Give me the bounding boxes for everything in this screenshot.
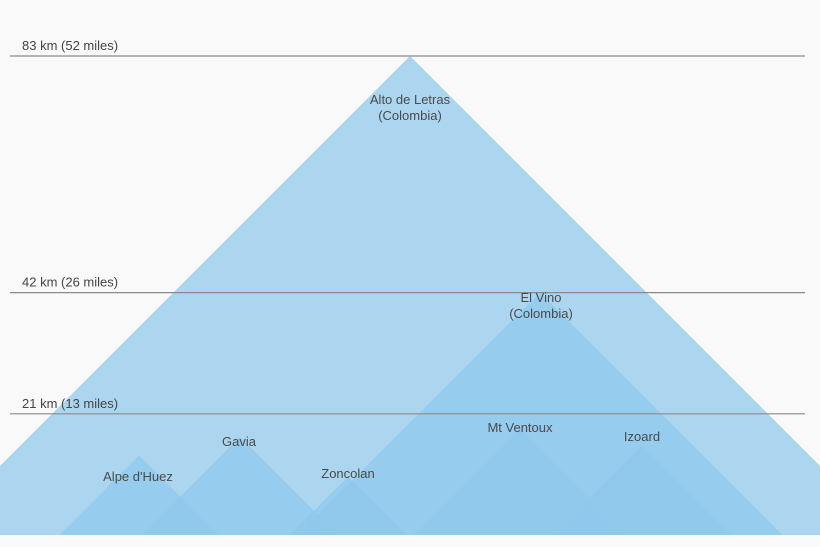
reference-line-label-2: 21 km (13 miles) bbox=[22, 396, 118, 411]
peak-label-0: Alto de Letras (Colombia) bbox=[370, 92, 451, 123]
peak-triangle-6 bbox=[289, 476, 407, 535]
peak-label-line: Alto de Letras bbox=[370, 92, 451, 107]
peak-triangle-5 bbox=[59, 455, 219, 535]
peak-label-line: El Vino bbox=[521, 290, 562, 305]
peak-label-line: Izoard bbox=[624, 429, 660, 444]
peak-label-line: Alpe d'Huez bbox=[103, 469, 173, 484]
reference-line-label-0: 83 km (52 miles) bbox=[22, 38, 118, 53]
peak-label-line: Gavia bbox=[222, 434, 257, 449]
peak-label-5: Alpe d'Huez bbox=[103, 469, 173, 484]
peak-labels: Alto de Letras (Colombia)El Vino (Colombia… bbox=[103, 92, 660, 484]
peak-triangle-2 bbox=[413, 428, 627, 535]
peak-label-4: Gavia bbox=[222, 434, 257, 449]
peak-triangle-3 bbox=[552, 445, 732, 535]
peak-label-6: Zoncolan bbox=[321, 466, 374, 481]
peak-label-1: El Vino (Colombia) bbox=[509, 290, 573, 321]
peak-label-line: (Colombia) bbox=[509, 306, 573, 321]
peak-triangles bbox=[0, 56, 820, 535]
peak-label-line: (Colombia) bbox=[378, 108, 442, 123]
reference-lines: 83 km (52 miles) 42 km (26 miles) 21 km (1… bbox=[10, 38, 805, 415]
peak-label-line: Mt Ventoux bbox=[487, 420, 553, 435]
peak-label-3: Izoard bbox=[624, 429, 660, 444]
reference-line-label-1: 42 km (26 miles) bbox=[22, 275, 118, 290]
peak-label-line: Zoncolan bbox=[321, 466, 374, 481]
peak-label-2: Mt Ventoux bbox=[487, 420, 553, 435]
